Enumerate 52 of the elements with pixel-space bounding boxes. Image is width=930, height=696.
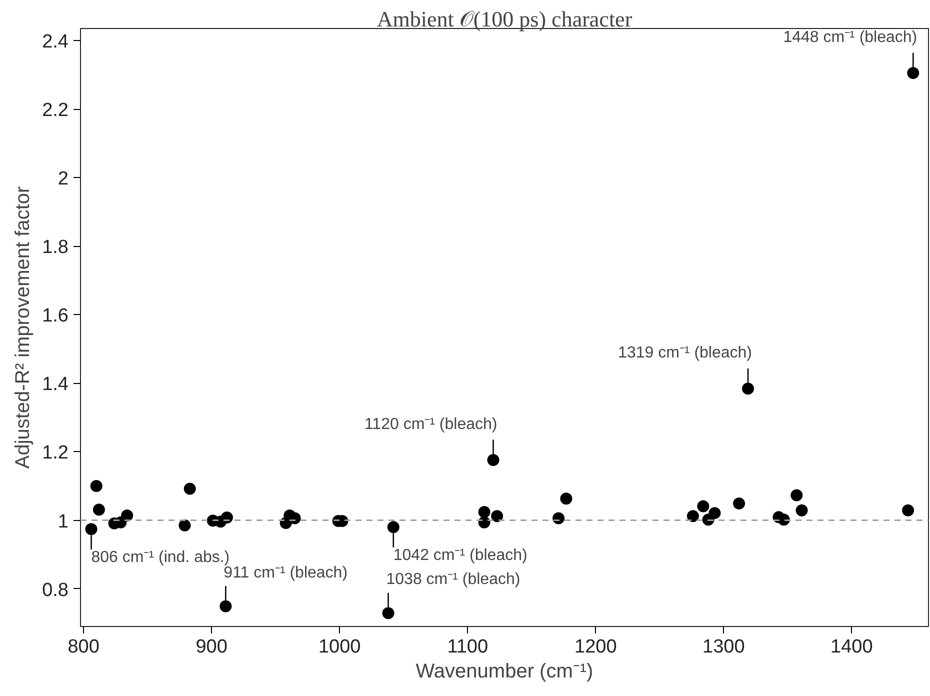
y-tick-label: 1 xyxy=(58,511,69,532)
y-tick-label: 2.2 xyxy=(42,100,69,122)
point xyxy=(85,523,98,536)
point xyxy=(560,492,572,505)
annotation: 1319 cm⁻¹ (bleach) xyxy=(618,344,752,362)
y-tick-label: 1.8 xyxy=(42,237,69,258)
point xyxy=(796,504,808,516)
y-axis-title: Adjusted-R² improvement factor xyxy=(12,186,34,469)
point xyxy=(487,454,500,466)
x-tick-label: 1200 xyxy=(574,636,617,658)
point xyxy=(478,506,490,518)
chart-title: Ambient 𝒪(100 ps) character xyxy=(376,6,633,32)
point xyxy=(220,512,233,524)
point xyxy=(697,500,710,512)
point xyxy=(790,489,803,502)
x-tick-label: 1400 xyxy=(830,636,873,658)
x-axis-title: Wavenumber (cm⁻¹) xyxy=(416,660,594,682)
point xyxy=(491,510,504,522)
point xyxy=(907,67,920,80)
annotation: 1448 cm⁻¹ (bleach) xyxy=(783,29,918,46)
x-tick-label: 1100 xyxy=(447,636,488,658)
annotation: 1120 cm⁻¹ (bleach) xyxy=(364,416,498,433)
x-tick-label: 800 xyxy=(68,636,100,658)
y-tick-label: 1.2 xyxy=(42,442,69,464)
y-tick-label: 0.8 xyxy=(42,580,69,601)
point xyxy=(478,516,490,528)
point xyxy=(902,504,914,516)
point xyxy=(90,480,102,492)
annotation: 911 cm⁻¹ (bleach) xyxy=(224,564,348,582)
point xyxy=(184,482,196,495)
y-tick-label: 2 xyxy=(58,168,69,190)
point xyxy=(742,382,754,395)
point xyxy=(178,519,191,532)
x-tick-label: 900 xyxy=(196,636,228,658)
annotation: 1042 cm⁻¹ (bleach) xyxy=(393,547,528,564)
annotation: 806 cm⁻¹ (ind. abs.) xyxy=(91,549,230,566)
point xyxy=(382,607,394,620)
point xyxy=(552,512,565,524)
point xyxy=(686,510,699,522)
annotation: 1038 cm⁻¹ (bleach) xyxy=(386,571,520,588)
point xyxy=(220,600,232,612)
point xyxy=(778,514,790,526)
x-tick-label: 1300 xyxy=(702,636,745,658)
y-tick-label: 1.6 xyxy=(42,306,69,327)
y-tick-label: 2.4 xyxy=(42,31,69,52)
point xyxy=(733,497,746,510)
point xyxy=(387,521,400,534)
x-tick-label: 1000 xyxy=(318,636,361,658)
point xyxy=(708,507,721,520)
point xyxy=(121,509,134,522)
y-tick-label: 1.4 xyxy=(42,374,69,396)
point xyxy=(92,504,105,516)
